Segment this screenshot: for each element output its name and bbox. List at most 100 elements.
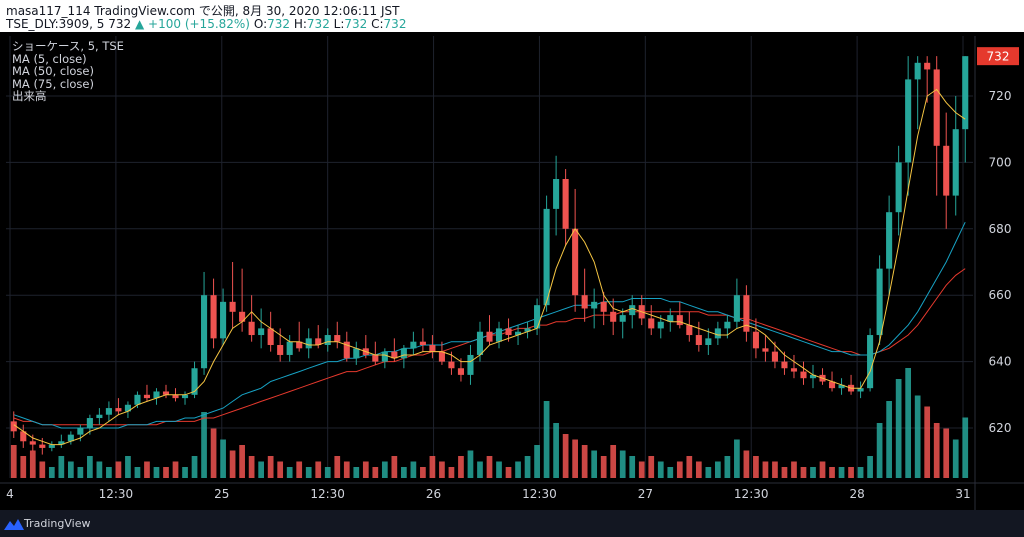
footer-bar: TradingView xyxy=(0,510,1024,537)
volume-bar xyxy=(762,461,769,478)
volume-bar xyxy=(676,461,683,478)
volume-bar xyxy=(667,467,674,478)
volume-bar xyxy=(924,406,931,478)
volume-bar xyxy=(543,401,550,478)
volume-bar xyxy=(753,456,759,478)
price-tick-label: 620 xyxy=(989,421,1012,435)
candle-body xyxy=(448,361,455,369)
candle-body xyxy=(324,335,331,345)
candle-body xyxy=(86,418,93,428)
price-tick-label: 680 xyxy=(989,222,1012,236)
candle-body xyxy=(134,394,141,405)
volume-bar xyxy=(553,423,559,478)
candle-body xyxy=(286,341,293,355)
candle-body xyxy=(400,348,407,359)
volume-bar xyxy=(515,461,521,478)
candle-body xyxy=(543,208,550,306)
candle-body xyxy=(619,315,626,322)
candle-body xyxy=(838,384,845,389)
close-label: C: xyxy=(371,17,384,31)
open-label: O: xyxy=(253,17,268,31)
candle-body xyxy=(933,69,940,146)
candle-body xyxy=(686,325,693,336)
volume-bar xyxy=(401,467,407,478)
candle-body xyxy=(201,295,208,369)
candle-body xyxy=(438,351,445,362)
volume-bar xyxy=(648,456,655,478)
candle-body xyxy=(124,404,131,412)
volume-bar xyxy=(87,456,93,478)
candle-body xyxy=(667,315,674,322)
volume-bar xyxy=(381,461,388,478)
candle-body xyxy=(553,179,560,209)
candle-body xyxy=(153,391,160,399)
candle-body xyxy=(381,351,388,362)
volume-bar xyxy=(848,467,854,478)
volume-bar xyxy=(420,467,426,478)
candle-body xyxy=(267,328,274,345)
candle-body xyxy=(20,431,27,442)
candle-body xyxy=(172,394,179,399)
candle-body xyxy=(353,348,360,359)
price-change: ▲ +100 (+15.82%) xyxy=(135,17,250,31)
time-tick-label: 12:30 xyxy=(522,487,557,501)
candle-body xyxy=(486,331,493,342)
price-tag-bg xyxy=(977,47,1019,66)
volume-bar xyxy=(248,456,255,478)
volume-bar xyxy=(914,395,921,478)
open-value: 732 xyxy=(267,17,291,31)
legend-symbol: ショーケース, 5, TSE xyxy=(12,39,124,53)
volume-bar xyxy=(800,467,807,478)
volume-bar xyxy=(895,379,902,478)
candle-body xyxy=(495,328,503,342)
time-tick-label: 12:30 xyxy=(310,487,345,501)
candle-body xyxy=(581,295,588,309)
candle-body xyxy=(315,338,322,345)
volume-bar xyxy=(781,467,788,478)
tradingview-logo-icon xyxy=(4,519,24,530)
candle-body xyxy=(476,331,484,355)
brand-label[interactable]: TradingView xyxy=(24,517,91,530)
volume-bar xyxy=(439,461,445,478)
candle-body xyxy=(343,341,350,359)
volume-bar xyxy=(10,445,17,478)
candle-body xyxy=(191,368,198,395)
volume-bar xyxy=(905,368,912,478)
volume-bar xyxy=(867,456,873,478)
volume-bar xyxy=(610,445,617,478)
candle-body xyxy=(162,391,170,395)
chart-legend: ショーケース, 5, TSE MA (5, close) MA (50, clo… xyxy=(12,40,124,103)
time-tick-label: 12:30 xyxy=(99,487,134,501)
candle-body xyxy=(952,129,959,196)
candle-body xyxy=(39,444,46,448)
candle-body xyxy=(457,368,465,375)
volume-bar xyxy=(410,461,417,478)
volume-bar xyxy=(952,439,959,478)
volume-bar xyxy=(829,467,835,478)
volume-bar xyxy=(629,456,636,478)
volume-bar xyxy=(353,467,360,478)
close-value: 732 xyxy=(383,17,407,31)
candle-body xyxy=(181,394,189,399)
candle-body xyxy=(29,441,36,445)
low-value: 732 xyxy=(344,17,368,31)
volume-bar xyxy=(258,461,264,478)
candle-body xyxy=(305,338,312,349)
volume-bar xyxy=(591,450,598,478)
candle-body xyxy=(790,368,798,372)
volume-bar xyxy=(77,467,84,478)
candle-body xyxy=(676,315,683,326)
candle-body xyxy=(800,371,807,379)
candle-body xyxy=(220,301,227,339)
volume-bar xyxy=(505,467,512,478)
volume-bar xyxy=(362,461,369,478)
candle-body xyxy=(914,62,921,80)
volume-bar xyxy=(391,456,398,478)
candle-body xyxy=(524,328,531,332)
volume-bar xyxy=(210,428,217,478)
candle-body xyxy=(229,301,236,312)
volume-bar xyxy=(838,467,845,478)
volume-bar xyxy=(467,450,474,478)
symbol-label: TSE_DLY:3909, 5 732 xyxy=(6,17,132,31)
